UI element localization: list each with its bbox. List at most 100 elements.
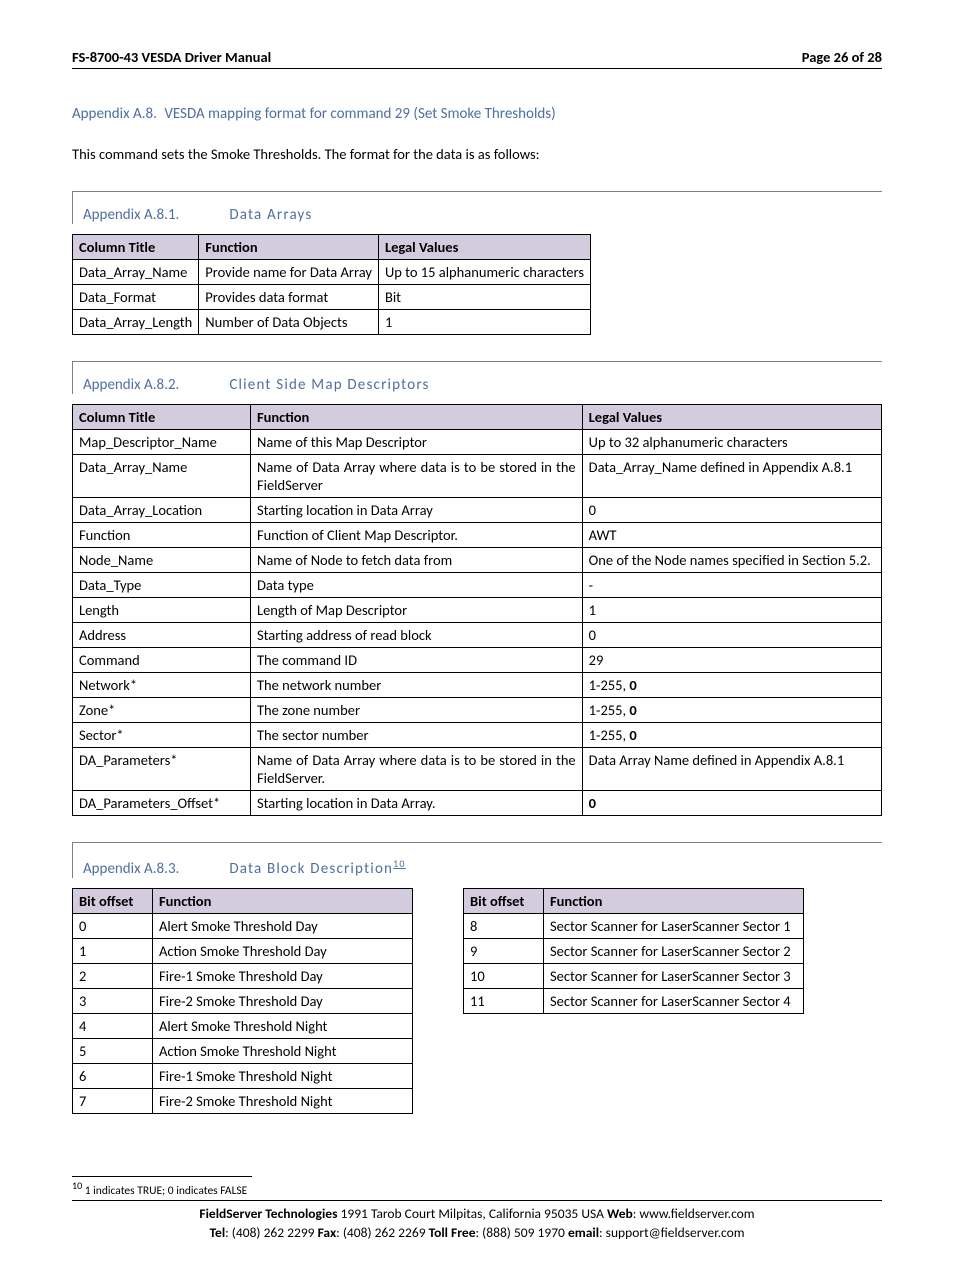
- table-cell: Sector*: [73, 723, 251, 748]
- table-row: Network*The network number1-255, 0: [73, 673, 882, 698]
- table-header: Column Title: [73, 405, 251, 430]
- footer-fax-label: Fax: [318, 1224, 337, 1241]
- table-row: 9Sector Scanner for LaserScanner Sector …: [464, 939, 804, 964]
- table-cell: 1-255, 0: [582, 673, 881, 698]
- table-cell: 10: [464, 964, 544, 989]
- table-cell: 1-255, 0: [582, 723, 881, 748]
- table-cell: Sector Scanner for LaserScanner Sector 4: [544, 989, 804, 1014]
- table-header: Function: [199, 235, 379, 260]
- table-cell: Fire-1 Smoke Threshold Day: [153, 964, 413, 989]
- page-footer: FieldServer Technologies 1991 Tarob Cour…: [72, 1200, 882, 1243]
- footer-tel: : (408) 262 2299: [225, 1224, 317, 1241]
- table-cell: Function: [73, 523, 251, 548]
- table-cell: Data_Type: [73, 573, 251, 598]
- subsection-title: Data Arrays: [229, 206, 312, 224]
- table-cell: Data_Array_Name: [73, 455, 251, 498]
- table-cell: Fire-2 Smoke Threshold Night: [153, 1089, 413, 1114]
- table-row: Data_FormatProvides data formatBit: [73, 285, 591, 310]
- subsection-box: Appendix A.8.1.Data Arrays: [72, 191, 882, 224]
- table-cell: 2: [73, 964, 153, 989]
- table-row: 1Action Smoke Threshold Day: [73, 939, 413, 964]
- table-cell: Address: [73, 623, 251, 648]
- table-row: DA_Parameters_Offset*Starting location i…: [73, 791, 882, 816]
- table-header: Function: [153, 889, 413, 914]
- table-cell: Name of Data Array where data is to be s…: [250, 748, 582, 791]
- table-cell: DA_Parameters_Offset*: [73, 791, 251, 816]
- table-cell: Fire-2 Smoke Threshold Day: [153, 989, 413, 1014]
- footer-email: : support@fieldserver.com: [599, 1224, 744, 1241]
- subsection-number: Appendix A.8.2.: [83, 376, 179, 394]
- table-cell: Provide name for Data Array: [199, 260, 379, 285]
- table-cell: 29: [582, 648, 881, 673]
- intro-text: This command sets the Smoke Thresholds. …: [72, 145, 882, 163]
- footer-web: : www.fieldserver.com: [633, 1205, 755, 1222]
- table-row: DA_Parameters*Name of Data Array where d…: [73, 748, 882, 791]
- table-cell: 1-255, 0: [582, 698, 881, 723]
- table-cell: 8: [464, 914, 544, 939]
- subsection-title: Client Side Map Descriptors: [229, 376, 429, 394]
- section-title: Appendix A.8. VESDA mapping format for c…: [72, 105, 882, 123]
- subsection-heading: Appendix A.8.3.Data Block Description10: [83, 857, 882, 878]
- table-cell: The command ID: [250, 648, 582, 673]
- table-cell: Data type: [250, 573, 582, 598]
- table-cell: 0: [582, 791, 881, 816]
- table-cell: Name of Node to fetch data from: [250, 548, 582, 573]
- table-cell: Name of this Map Descriptor: [250, 430, 582, 455]
- footer-tel-label: Tel: [210, 1224, 226, 1241]
- bit-offset-table-b: Bit offsetFunction8Sector Scanner for La…: [463, 888, 804, 1014]
- table-cell: Provides data format: [199, 285, 379, 310]
- subsection-number: Appendix A.8.3.: [83, 860, 179, 878]
- table-header: Column Title: [73, 235, 199, 260]
- table-row: 11Sector Scanner for LaserScanner Sector…: [464, 989, 804, 1014]
- table-cell: 0: [582, 623, 881, 648]
- table-cell: Starting address of read block: [250, 623, 582, 648]
- footnote-rule: [72, 1176, 252, 1177]
- table-row: 5Action Smoke Threshold Night: [73, 1039, 413, 1064]
- table-cell: 3: [73, 989, 153, 1014]
- subsection-heading: Appendix A.8.2. Client Side Map Descripto…: [83, 376, 882, 394]
- table-cell: Action Smoke Threshold Day: [153, 939, 413, 964]
- footer-toll: : (888) 509 1970: [476, 1224, 568, 1241]
- table-cell: -: [582, 573, 881, 598]
- table-row: CommandThe command ID29: [73, 648, 882, 673]
- table-cell: Data_Array_Name defined in Appendix A.8.…: [582, 455, 881, 498]
- table-cell: Starting location in Data Array.: [250, 791, 582, 816]
- table-cell: Sector Scanner for LaserScanner Sector 1: [544, 914, 804, 939]
- table-row: Data_Array_NameName of Data Array where …: [73, 455, 882, 498]
- footer-line-1: FieldServer Technologies 1991 Tarob Cour…: [72, 1205, 882, 1224]
- table-cell: 5: [73, 1039, 153, 1064]
- header-right: Page 26 of 28: [802, 48, 882, 66]
- page-header: FS-8700-43 VESDA Driver Manual Page 26 o…: [72, 48, 882, 69]
- table-row: Data_Array_LengthNumber of Data Objects1: [73, 310, 591, 335]
- table-cell: 11: [464, 989, 544, 1014]
- table-header: Legal Values: [582, 405, 881, 430]
- table-cell: Function of Client Map Descriptor.: [250, 523, 582, 548]
- table-cell: The network number: [250, 673, 582, 698]
- table-row: Sector*The sector number1-255, 0: [73, 723, 882, 748]
- table-cell: Alert Smoke Threshold Night: [153, 1014, 413, 1039]
- subsection-heading: Appendix A.8.1.Data Arrays: [83, 206, 882, 224]
- data-arrays-table: Column TitleFunctionLegal ValuesData_Arr…: [72, 234, 591, 335]
- table-row: 8Sector Scanner for LaserScanner Sector …: [464, 914, 804, 939]
- table-cell: Data_Array_Location: [73, 498, 251, 523]
- table-row: Data_TypeData type-: [73, 573, 882, 598]
- table-cell: Alert Smoke Threshold Day: [153, 914, 413, 939]
- table-cell: Up to 15 alphanumeric characters: [378, 260, 590, 285]
- footer-address: 1991 Tarob Court Milpitas, California 95…: [337, 1205, 607, 1222]
- table-row: Data_Array_NameProvide name for Data Arr…: [73, 260, 591, 285]
- table-row: 10Sector Scanner for LaserScanner Sector…: [464, 964, 804, 989]
- table-cell: Fire-1 Smoke Threshold Night: [153, 1064, 413, 1089]
- table-cell: Node_Name: [73, 548, 251, 573]
- table-cell: Length: [73, 598, 251, 623]
- table-cell: Sector Scanner for LaserScanner Sector 3: [544, 964, 804, 989]
- table-cell: Data Array Name defined in Appendix A.8.…: [582, 748, 881, 791]
- table-cell: 1: [378, 310, 590, 335]
- table-cell: The zone number: [250, 698, 582, 723]
- footer-email-label: email: [568, 1224, 599, 1241]
- footer-line-2: Tel: (408) 262 2299 Fax: (408) 262 2269 …: [72, 1224, 882, 1243]
- map-descriptors-table: Column TitleFunctionLegal ValuesMap_Desc…: [72, 404, 882, 816]
- table-cell: Action Smoke Threshold Night: [153, 1039, 413, 1064]
- table-cell: 1: [582, 598, 881, 623]
- table-row: LengthLength of Map Descriptor1: [73, 598, 882, 623]
- footnote-number: 10: [72, 1179, 82, 1192]
